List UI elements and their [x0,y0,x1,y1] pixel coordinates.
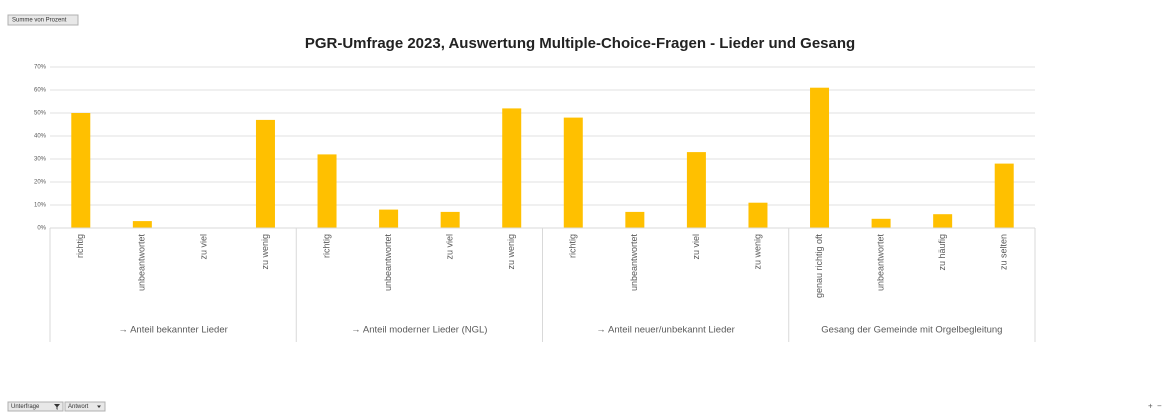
chart-title: PGR-Umfrage 2023, Auswertung Multiple-Ch… [305,35,855,52]
bar [132,221,152,228]
x-tick-label: unbeantwortet [383,234,393,292]
x-tick-label: zu viel [445,234,455,260]
y-tick-label: 60% [34,88,47,94]
x-tick-label: richtig [75,234,85,258]
y-tick-label: 40% [34,134,47,140]
row-field-button[interactable]: Antwort [64,401,106,412]
bar [563,117,583,228]
bar [625,211,645,228]
y-tick-label: 20% [34,180,47,186]
x-tick-label: zu viel [198,234,208,260]
zoom-out[interactable]: − [1157,402,1162,411]
x-tick-label: zu wenig [260,234,270,270]
bar [748,202,768,228]
group-label: → Anteil bekannter Lieder [118,325,227,336]
bar [686,152,706,228]
value-field-button[interactable]: Summe von Prozent [7,14,79,26]
y-tick-label: 50% [34,111,47,117]
bar [810,87,830,228]
x-tick-label: zu wenig [506,234,516,270]
bar [317,154,337,228]
y-tick-label: 70% [34,65,47,71]
group-label: Gesang der Gemeinde mit Orgelbegleitung [821,325,1002,336]
bar [871,218,891,228]
zoom-in[interactable]: + [1148,402,1153,411]
y-tick-label: 10% [34,203,47,209]
button-label: Summe von Prozent [12,18,67,24]
y-tick-label: 0% [37,226,46,232]
button-frame [7,14,79,26]
button-frame [7,401,64,412]
bar [255,119,275,228]
x-tick-label: unbeantwortet [137,234,147,292]
bar [994,163,1014,228]
row-field-button[interactable]: Unterfrage [7,401,64,412]
button-frame [64,401,106,412]
group-label: → Anteil moderner Lieder (NGL) [351,325,487,336]
bar [440,211,460,228]
x-tick-label: unbeantwortet [629,234,639,292]
x-tick-label: zu viel [691,234,701,260]
x-tick-label: unbeantwortet [875,234,885,292]
button-label: Unterfrage [11,404,40,410]
x-tick-label: richtig [321,234,331,258]
bar [502,108,522,228]
bar [71,113,91,228]
x-tick-label: richtig [568,234,578,258]
y-tick-label: 30% [34,157,47,163]
x-tick-label: genau richtig oft [814,234,824,299]
group-label: → Anteil neuer/unbekannt Lieder [596,325,734,336]
bar [933,214,953,228]
x-tick-label: zu selten [999,234,1009,270]
x-tick-label: zu häufig [937,234,947,271]
bar [379,209,399,228]
filter-icon [54,404,60,410]
button-label: Antwort [68,404,89,410]
x-tick-label: zu wenig [752,234,762,270]
dropdown-icon [97,405,101,408]
